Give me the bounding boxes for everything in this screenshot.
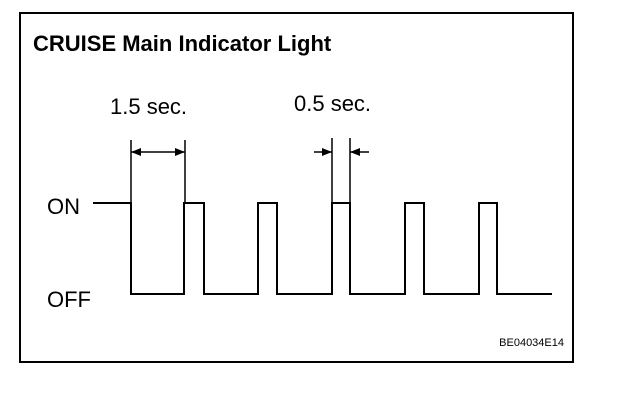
- interval-label-0-5-sec: 0.5 sec.: [294, 91, 372, 116]
- dim-1-5-arrowhead-left: [131, 148, 141, 156]
- interval-label-1-5-sec: 1.5 sec.: [110, 94, 188, 119]
- dim-0-5-arrowhead-right: [350, 148, 360, 156]
- dim-0-5-arrowhead-left: [322, 148, 332, 156]
- off-level-label: OFF: [47, 287, 91, 312]
- figure-frame: CRUISE Main Indicator Light 1.5 sec. 0.5…: [19, 12, 574, 363]
- indicator-waveform: [128, 202, 552, 295]
- dim-1-5-arrowhead-right: [175, 148, 185, 156]
- on-level-label: ON: [47, 194, 80, 219]
- figure-title: CRUISE Main Indicator Light: [33, 31, 332, 56]
- figure-code: BE04034E14: [499, 337, 564, 349]
